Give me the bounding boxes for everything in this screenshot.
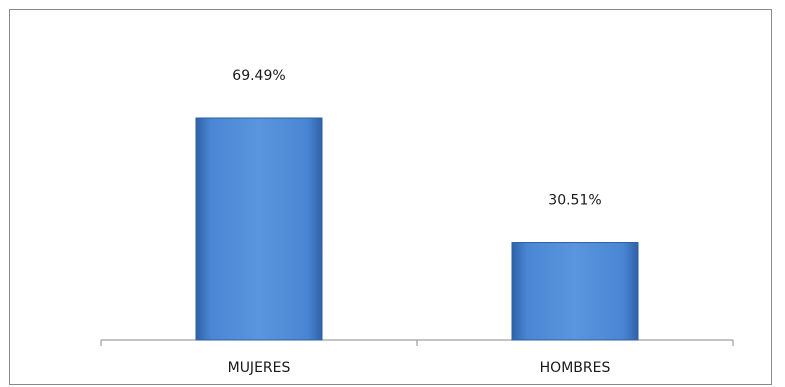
bar-mujeres <box>195 117 323 341</box>
data-label-hombres: 30.51% <box>548 193 601 209</box>
category-label-hombres: HOMBRES <box>540 360 611 376</box>
category-label-mujeres: MUJERES <box>228 360 291 376</box>
data-label-mujeres: 69.49% <box>232 68 285 84</box>
chart-frame <box>9 9 772 385</box>
bar-hombres <box>511 242 639 341</box>
